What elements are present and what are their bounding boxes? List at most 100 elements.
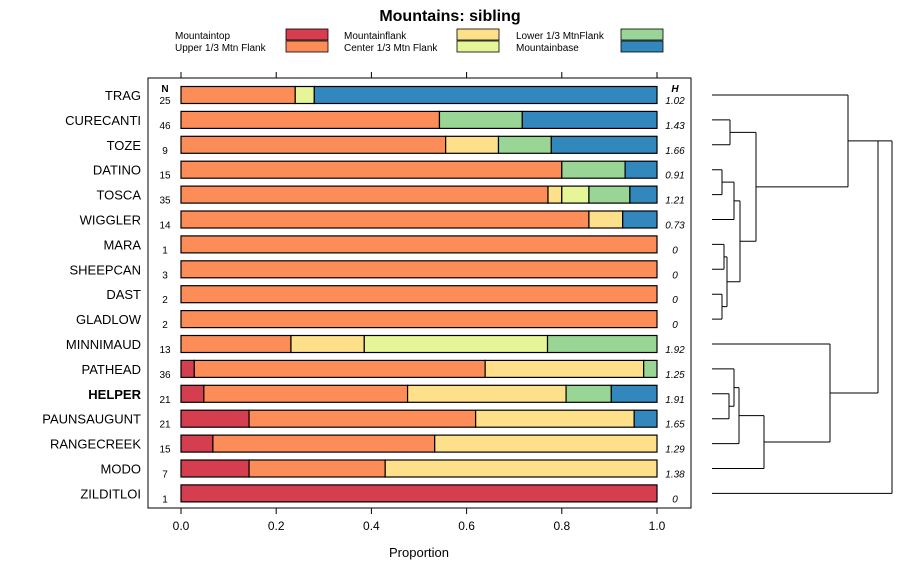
- h-value: 1.65: [665, 420, 685, 431]
- x-tick-label: 1.0: [649, 519, 666, 533]
- h-value: 1.91: [665, 395, 684, 406]
- bar-segment-upper-1-3-mtn-flank: [180, 160, 563, 179]
- bar-segment-mountaintop: [180, 409, 250, 428]
- h-value: 1.02: [665, 96, 685, 107]
- bar-segment-lower-1-3-mtnflank: [561, 160, 626, 179]
- n-value: 36: [159, 370, 171, 381]
- bar-segment-mountainbase: [610, 384, 658, 403]
- h-value: 0: [672, 320, 678, 331]
- x-tick-label: 0.8: [553, 519, 570, 533]
- legend-label-upper-1-3-mtn-flank: Upper 1/3 Mtn Flank: [175, 43, 267, 54]
- h-value: 1.25: [665, 370, 685, 381]
- bar-segment-mountainbase: [633, 409, 658, 428]
- bar-segment-upper-1-3-mtn-flank: [180, 185, 549, 204]
- bar-segment-lower-1-3-mtnflank: [643, 359, 658, 378]
- bar-segment-upper-1-3-mtn-flank: [180, 235, 658, 254]
- n-value: 14: [159, 221, 171, 232]
- category-label: DAST: [106, 287, 141, 302]
- category-label: PAUNSAUGUNT: [42, 412, 141, 427]
- h-value: 1.66: [665, 146, 685, 157]
- dendrogram-branch: [712, 243, 725, 270]
- x-tick-label: 0.2: [268, 519, 285, 533]
- bar-segment-upper-1-3-mtn-flank: [180, 210, 590, 229]
- h-value: 1.38: [665, 470, 685, 481]
- legend-swatch-center-1-3-mtn-flank: [456, 40, 500, 53]
- legend-swatch-mountaintop: [285, 28, 329, 41]
- bar-segment-mountainbase: [629, 185, 658, 204]
- bar-segment-lower-1-3-mtnflank: [546, 334, 658, 354]
- bar-row-wiggler: WIGGLER 14 0.73: [80, 210, 685, 232]
- bar-segment-upper-1-3-mtn-flank: [248, 459, 386, 478]
- h-value: 1.21: [665, 196, 684, 207]
- bar-segment-mountainflank: [475, 409, 635, 428]
- bar-segment-mountainbase: [521, 110, 658, 130]
- bar-row-trag: TRAG 25 1.02: [105, 85, 685, 107]
- h-value: 0.73: [665, 221, 685, 232]
- bar-segment-mountainbase: [624, 160, 658, 179]
- n-value: 15: [159, 445, 171, 456]
- bar-segment-mountaintop: [180, 484, 658, 503]
- bar-row-gladlow: GLADLOW 2 0: [76, 310, 678, 331]
- bar-segment-upper-1-3-mtn-flank: [180, 334, 292, 354]
- category-label: ZILDITLOI: [80, 486, 141, 501]
- dendrogram-branch: [712, 181, 735, 220]
- bar-segment-upper-1-3-mtn-flank: [212, 434, 436, 453]
- bar-segment-mountainflank: [406, 384, 567, 403]
- n-value: 21: [159, 420, 171, 431]
- h-value: 1.92: [665, 345, 685, 356]
- bar-segment-upper-1-3-mtn-flank: [203, 384, 409, 403]
- n-value: 21: [159, 395, 171, 406]
- n-value: 13: [159, 345, 171, 356]
- legend-label-lower-1-3-mtnflank: Lower 1/3 MtnFlank: [516, 31, 605, 42]
- n-value: 46: [159, 121, 171, 132]
- bar-row-tosca: TOSCA 35 1.21: [96, 185, 685, 207]
- n-value: 35: [159, 196, 171, 207]
- bar-segment-mountainflank: [588, 210, 624, 229]
- dendrogram-branch: [712, 94, 849, 188]
- category-label: GLADLOW: [76, 312, 142, 327]
- bar-segment-mountaintop: [180, 459, 250, 478]
- x-tick-label: 0.6: [458, 519, 475, 533]
- bar-row-zilditloi: ZILDITLOI 1 0: [80, 484, 678, 505]
- dendrogram-branch: [712, 343, 831, 443]
- bar-segment-mountaintop: [180, 384, 205, 403]
- category-label: WIGGLER: [80, 213, 141, 228]
- bar-segment-center-1-3-mtn-flank: [294, 85, 315, 105]
- bar-row-paunsaugunt: PAUNSAUGUNT 21 1.65: [42, 409, 685, 431]
- h-value: 0: [672, 295, 678, 306]
- bar-segment-upper-1-3-mtn-flank: [180, 85, 296, 105]
- dendrogram: [712, 94, 893, 494]
- dendrogram-branch: [712, 169, 723, 196]
- bar-segment-upper-1-3-mtn-flank: [180, 110, 441, 130]
- bar-segment-mountainflank: [445, 135, 500, 154]
- bar-segment-upper-1-3-mtn-flank: [193, 359, 486, 378]
- category-label: TOSCA: [96, 188, 141, 203]
- legend-label-mountainflank: Mountainflank: [344, 31, 407, 42]
- bar-row-modo: MODO 7 1.38: [101, 459, 685, 481]
- dendrogram-branch: [712, 368, 735, 407]
- dendrogram-branch: [712, 293, 723, 320]
- n-value: 2: [162, 295, 168, 306]
- bar-segment-center-1-3-mtn-flank: [363, 334, 549, 354]
- bar-row-curecanti: CURECANTI 46 1.43: [65, 110, 685, 132]
- h-value: 0: [672, 245, 678, 256]
- x-tick-label: 0.4: [363, 519, 380, 533]
- h-column-header: H: [671, 84, 679, 95]
- category-label: CURECANTI: [65, 113, 141, 128]
- bar-segment-mountainflank: [484, 359, 645, 378]
- n-value: 7: [162, 470, 168, 481]
- bar-segment-lower-1-3-mtnflank: [438, 110, 523, 130]
- bar-row-pathead: PATHEAD 36 1.25: [82, 359, 685, 381]
- legend-label-mountainbase: Mountainbase: [516, 43, 579, 54]
- n-value: 9: [162, 146, 168, 157]
- x-axis-label: Proportion: [389, 545, 449, 560]
- n-value: 25: [159, 96, 171, 107]
- bar-segment-upper-1-3-mtn-flank: [180, 135, 447, 154]
- bar-segment-mountainbase: [313, 85, 658, 105]
- category-label: HELPER: [88, 387, 141, 402]
- category-label: TOZE: [107, 138, 142, 153]
- n-value: 3: [162, 270, 168, 281]
- dendrogram-branch: [712, 415, 765, 469]
